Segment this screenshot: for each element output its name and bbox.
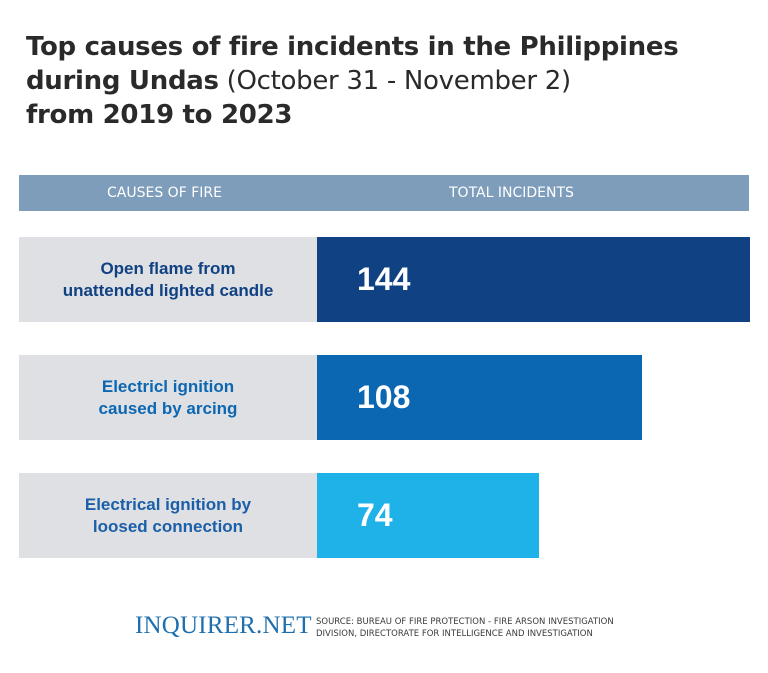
- row-label-line: caused by arcing: [98, 398, 238, 418]
- bar-value: 74: [357, 497, 393, 533]
- row-label-line: Electrical ignition by: [84, 494, 252, 514]
- inquirer-logo: INQUIRER.NET: [135, 612, 312, 639]
- table-header: CAUSES OF FIRE TOTAL INCIDENTS: [19, 175, 749, 211]
- title-line-2-dates: (October 31 - November 2): [218, 66, 571, 96]
- source-note: SOURCE: BUREAU OF FIRE PROTECTION - FIRE…: [316, 616, 676, 640]
- title-line-2-bold: during Undas: [26, 66, 219, 96]
- row-label-line: Electricl ignition: [101, 376, 235, 396]
- bar-value: 144: [357, 261, 411, 297]
- source-line: DIVISION, DIRECTORATE FOR INTELLIGENCE A…: [316, 629, 593, 639]
- header-total: TOTAL INCIDENTS: [449, 185, 574, 201]
- bar-candle: 144: [317, 237, 750, 322]
- source-line: SOURCE: BUREAU OF FIRE PROTECTION - FIRE…: [316, 617, 614, 627]
- row-label-arcing: Electricl ignition caused by arcing: [19, 355, 317, 440]
- row-label-loose-connection: Electrical ignition by loosed connection: [19, 473, 317, 558]
- title-line-1: Top causes of fire incidents in the Phil…: [26, 32, 679, 62]
- chart-title: Top causes of fire incidents in the Phil…: [26, 30, 746, 132]
- row-label-line: loosed connection: [92, 516, 244, 536]
- bar-value: 108: [357, 379, 411, 415]
- bar-loose-connection: 74: [317, 473, 539, 558]
- row-label-line: Open flame from: [100, 258, 236, 278]
- header-causes: CAUSES OF FIRE: [107, 185, 222, 201]
- row-label-candle: Open flame from unattended lighted candle: [19, 237, 317, 322]
- bar-arcing: 108: [317, 355, 642, 440]
- row-label-line: unattended lighted candle: [62, 280, 274, 300]
- title-line-3: from 2019 to 2023: [26, 100, 293, 130]
